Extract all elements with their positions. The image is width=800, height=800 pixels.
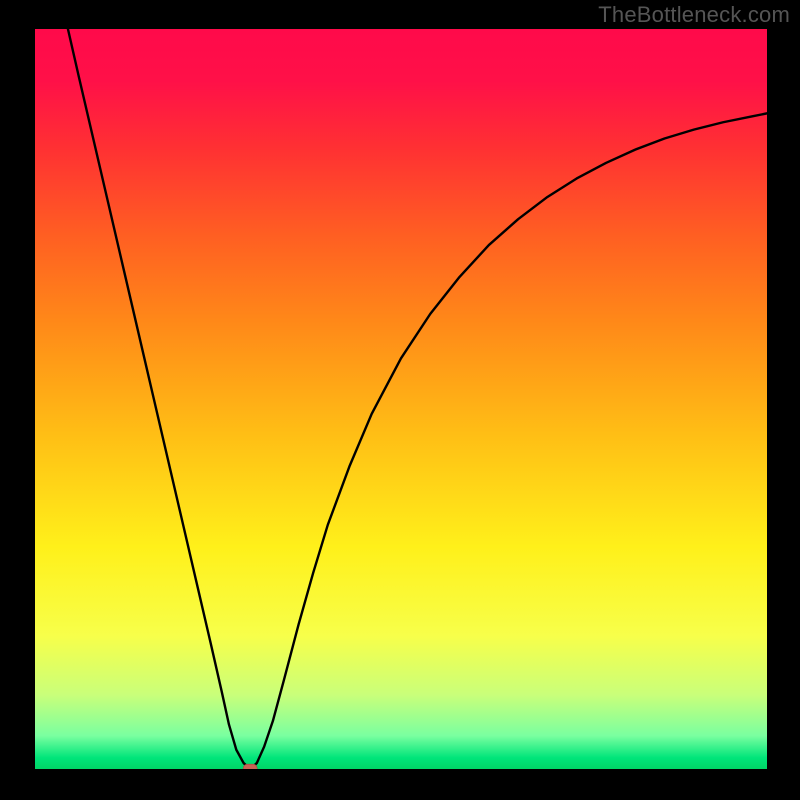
curve-layer [35,29,767,769]
minimum-marker [243,764,257,769]
bottleneck-curve [68,29,767,769]
plot-area [35,29,767,769]
watermark-text: TheBottleneck.com [598,2,790,28]
